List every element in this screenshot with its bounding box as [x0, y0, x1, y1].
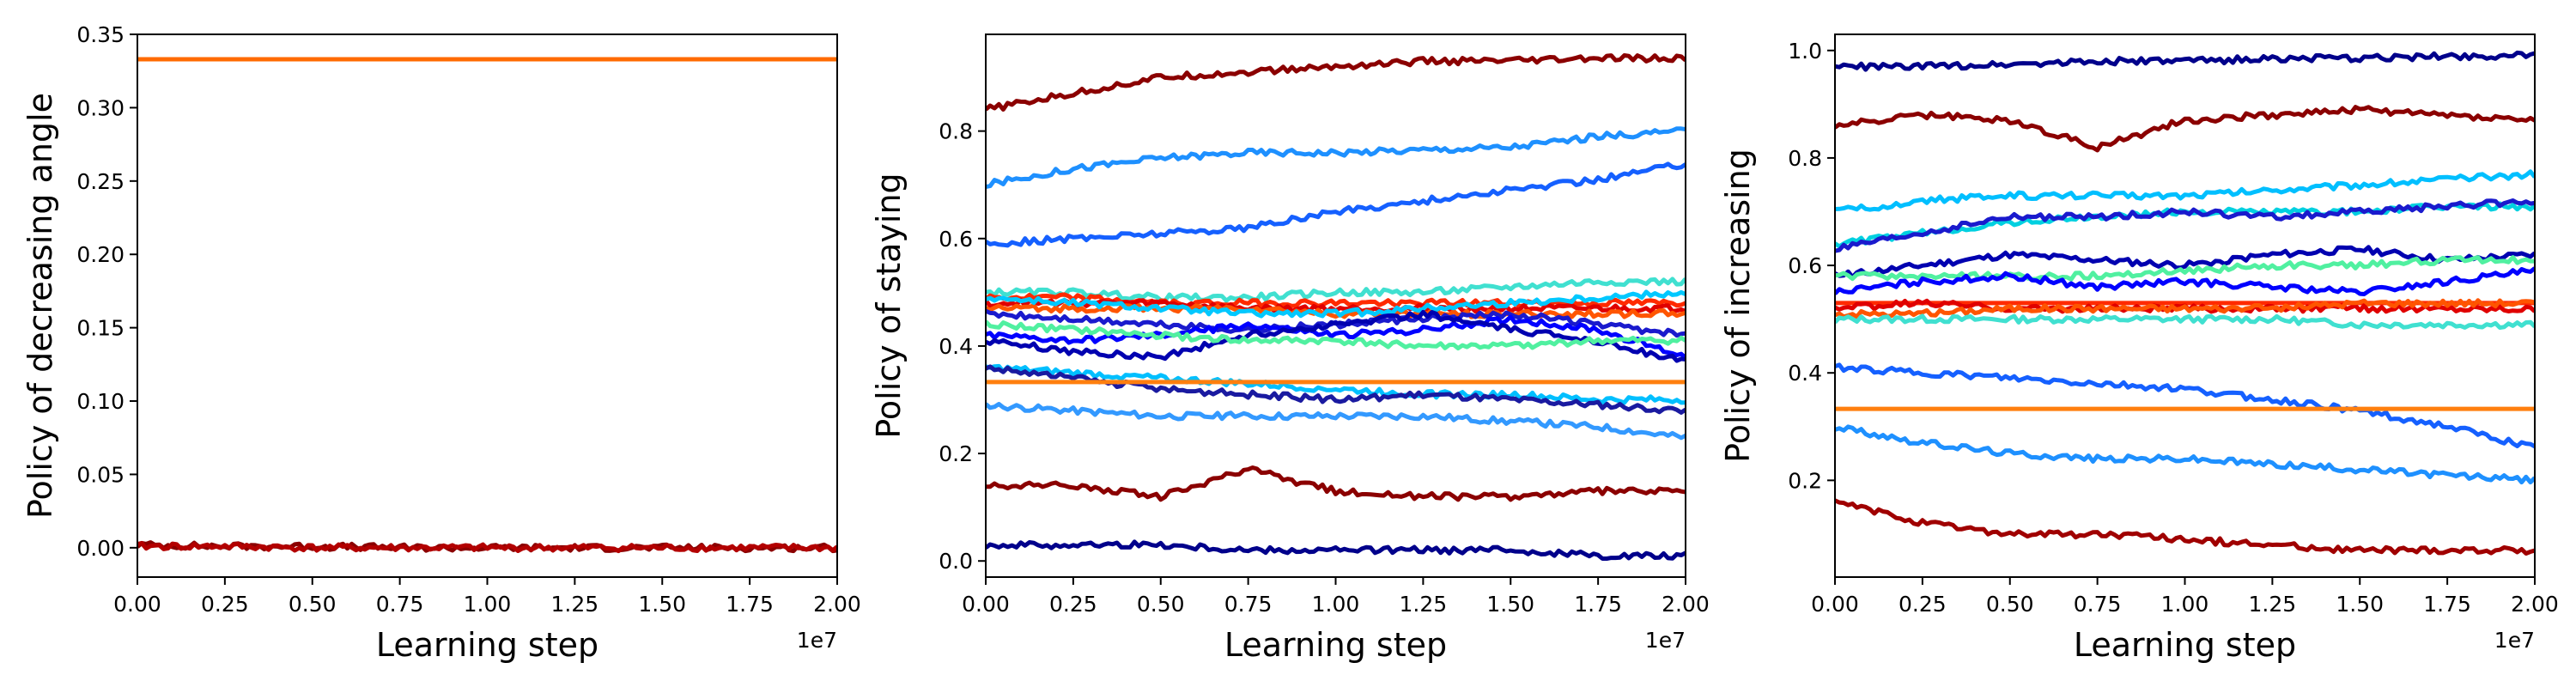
plot-frame	[137, 33, 838, 578]
series-line-15	[986, 402, 1686, 441]
chart-panel-decreasing-angle: 0.00 0.25 0.50 0.75 1.00 1.25 1.50 1.75 2.00 0.00…	[21, 22, 861, 664]
series-line-7	[1835, 266, 2535, 296]
series-line-6	[1835, 255, 2535, 282]
x-tick-label: 2.00	[1662, 592, 1710, 617]
x-axis-offset-label: 1e7	[797, 628, 837, 653]
x-axis-offset-label: 1e7	[2494, 628, 2535, 653]
series-line-7	[986, 289, 1686, 319]
series-line-10	[1835, 298, 2535, 319]
x-tick-label: 1.75	[1574, 592, 1622, 617]
series-line-11	[986, 319, 1686, 351]
x-tick-label: 0.75	[376, 592, 424, 617]
series-line-6	[986, 303, 1686, 319]
x-tick-label: 0.25	[1899, 592, 1947, 617]
y-tick-label: 0.8	[1788, 146, 1822, 171]
chart-panel-increasing: 0.00 0.25 0.50 0.75 1.00 1.25 1.50 1.75 2.00 0.2 0…	[1719, 33, 2559, 664]
x-tick-label: 1.50	[638, 592, 686, 617]
x-tick-label: 2.00	[2511, 592, 2559, 617]
series-group	[1835, 50, 2535, 556]
y-tick-label: 0.15	[76, 316, 125, 341]
series-line-0	[986, 53, 1686, 112]
x-tick-label: 1.00	[464, 592, 512, 617]
x-tick-label: 0.50	[289, 592, 337, 617]
series-group	[986, 53, 1686, 561]
series-line-1	[986, 126, 1686, 189]
x-tick-label: 0.50	[1986, 592, 2034, 617]
y-tick-label: 0.00	[76, 536, 125, 561]
x-axis-offset-label: 1e7	[1645, 628, 1686, 653]
y-axis-label: Policy of staying	[870, 173, 908, 438]
x-tick-label: 1.00	[1312, 592, 1360, 617]
y-tick-label: 0.8	[939, 119, 973, 144]
series-line-1	[1835, 105, 2535, 153]
series-line-12	[1835, 362, 2535, 449]
series-line-11	[1835, 313, 2535, 330]
series-line-0	[1835, 50, 2535, 72]
y-axis-label: Policy of decreasing angle	[21, 93, 59, 519]
series-line-14	[1835, 424, 2535, 485]
series-line-2	[986, 161, 1686, 248]
x-tick-label: 0.00	[1811, 592, 1859, 617]
y-axis-label: Policy of increasing	[1719, 149, 1757, 463]
y-tick-label: 0.4	[1788, 361, 1822, 386]
x-tick-label: 0.50	[1137, 592, 1185, 617]
x-tick-label: 1.75	[726, 592, 774, 617]
series-line-17	[986, 539, 1686, 561]
x-tick-label: 1.25	[551, 592, 599, 617]
x-tick-label: 1.00	[2161, 592, 2209, 617]
x-axis-label: Learning step	[1224, 626, 1447, 664]
series-line-2	[1835, 169, 2535, 212]
y-tick-label: 0.30	[76, 95, 125, 120]
x-tick-label: 1.50	[2336, 592, 2384, 617]
x-tick-label: 1.75	[2423, 592, 2471, 617]
series-line-4	[1835, 198, 2535, 253]
y-tick-label: 0.4	[939, 334, 973, 359]
x-tick-label: 0.75	[1224, 592, 1273, 617]
y-tick-label: 0.6	[939, 227, 973, 252]
y-tick-label: 0.2	[939, 441, 973, 466]
y-tick-label: 0.20	[76, 242, 125, 267]
x-tick-label: 2.00	[813, 592, 861, 617]
x-tick-label: 1.50	[1486, 592, 1534, 617]
series-line-10	[986, 309, 1686, 363]
chart-panel-staying: 0.00 0.25 0.50 0.75 1.00 1.25 1.50 1.75 2.00 0.0 0…	[870, 33, 1710, 664]
x-axis-label: Learning step	[376, 626, 598, 664]
y-tick-label: 0.2	[1788, 468, 1822, 493]
x-axis-label: Learning step	[2074, 626, 2296, 664]
y-tick-label: 0.35	[76, 22, 125, 47]
series-line-2	[137, 541, 837, 554]
x-tick-label: 0.00	[113, 592, 161, 617]
y-tick-label: 0.6	[1788, 253, 1822, 278]
y-tick-label: 0.05	[76, 462, 125, 487]
series-line-12	[986, 363, 1686, 405]
x-tick-label: 0.75	[2074, 592, 2122, 617]
series-line-16	[986, 465, 1686, 502]
x-tick-label: 1.25	[1400, 592, 1448, 617]
y-tick-label: 1.0	[1788, 39, 1822, 64]
x-tick-label: 0.25	[201, 592, 249, 617]
x-tick-label: 0.00	[962, 592, 1010, 617]
y-tick-label: 0.10	[76, 389, 125, 414]
y-tick-label: 0.0	[939, 549, 973, 574]
series-line-9	[986, 314, 1686, 360]
x-tick-label: 1.25	[2249, 592, 2297, 617]
series-group	[137, 57, 837, 554]
series-line-3	[986, 277, 1686, 303]
series-line-15	[1835, 498, 2535, 556]
x-tick-label: 0.25	[1049, 592, 1097, 617]
y-tick-label: 0.25	[76, 169, 125, 194]
series-line-3	[1835, 201, 2535, 249]
